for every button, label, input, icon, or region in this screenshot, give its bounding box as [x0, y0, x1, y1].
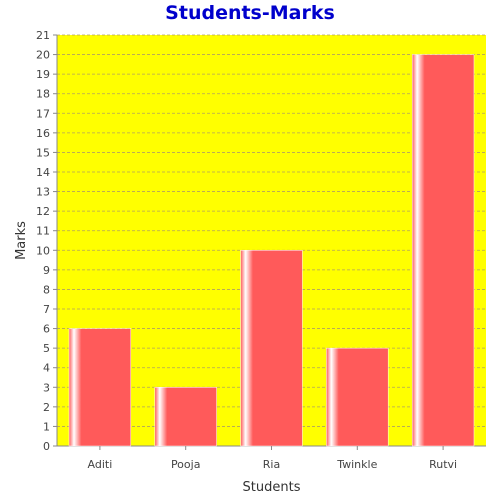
y-tick-label: 17 — [36, 107, 50, 120]
y-tick-label: 13 — [36, 186, 50, 199]
y-tick-label: 9 — [43, 264, 50, 277]
y-tick-label: 14 — [36, 166, 50, 179]
y-tick-label: 10 — [36, 244, 50, 257]
x-tick-label: Rutvi — [429, 458, 457, 471]
x-tick-label: Twinkle — [336, 458, 377, 471]
x-tick-label: Ria — [263, 458, 280, 471]
y-tick-label: 12 — [36, 205, 50, 218]
y-tick-label: 6 — [43, 323, 50, 336]
y-tick-label: 1 — [43, 420, 50, 433]
y-tick-label: 5 — [43, 342, 50, 355]
bar-twinkle — [326, 347, 389, 447]
bar-pooja — [154, 387, 217, 447]
y-tick-label: 2 — [43, 401, 50, 414]
bar-ria — [240, 250, 303, 447]
y-tick-label: 4 — [43, 362, 50, 375]
y-axis-title: Marks — [14, 221, 29, 260]
bar-rutvi — [411, 54, 475, 447]
y-tick-label: 19 — [36, 68, 50, 81]
y-tick-label: 18 — [36, 88, 50, 101]
x-tick-label: Pooja — [171, 458, 201, 471]
y-tick-label: 15 — [36, 146, 50, 159]
y-tick-label: 21 — [36, 29, 50, 42]
chart-title: Students-Marks — [165, 2, 335, 24]
y-tick-label: 7 — [43, 303, 50, 316]
y-tick-label: 3 — [43, 381, 50, 394]
y-tick-label: 0 — [43, 440, 50, 453]
y-tick-label: 16 — [36, 127, 50, 140]
y-tick-label: 20 — [36, 49, 50, 62]
bar-aditi — [68, 328, 132, 447]
y-tick-label: 11 — [36, 225, 50, 238]
x-axis-title: Students — [243, 480, 301, 495]
y-tick-label: 8 — [43, 283, 50, 296]
x-tick-label: Aditi — [88, 458, 113, 471]
